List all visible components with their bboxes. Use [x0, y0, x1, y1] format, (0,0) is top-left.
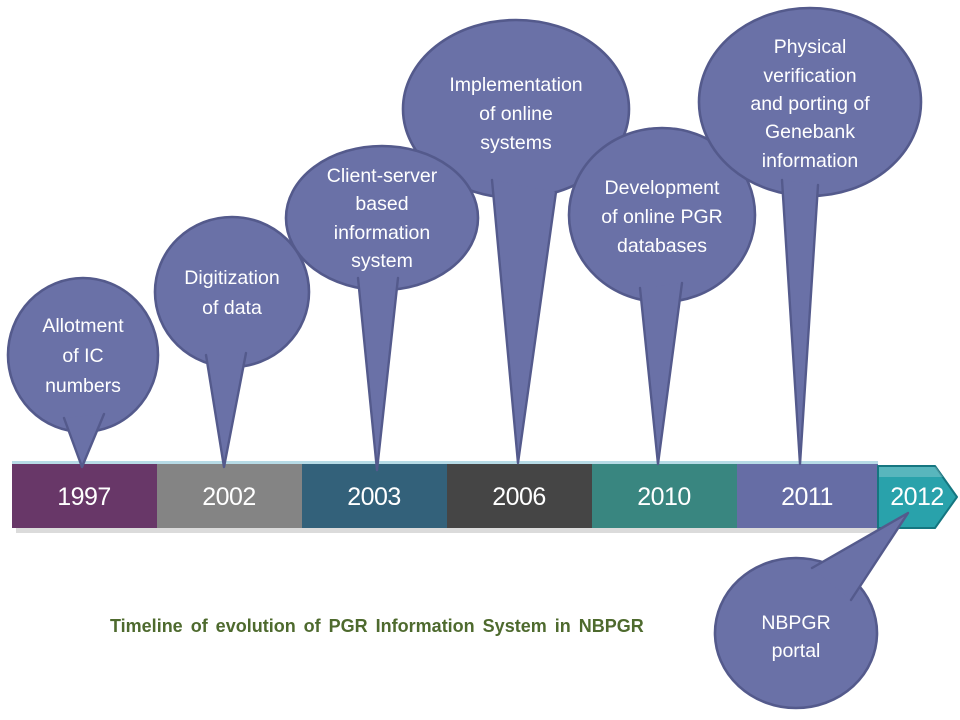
year-label-2006: 2006	[492, 483, 546, 511]
bar-shadow	[16, 528, 880, 533]
callout-tail	[638, 281, 684, 466]
timeline-bar: 1997 2002 2003 2006 2010 2011 2012	[12, 461, 958, 533]
timeline-segment-2006	[447, 464, 592, 528]
year-label-1997: 1997	[57, 483, 111, 511]
callout-tail	[356, 276, 400, 472]
callout-text-line: Implementation	[449, 74, 582, 96]
callout-text-line: and porting of	[750, 93, 870, 115]
callout-text-line: portal	[772, 640, 821, 662]
callout-allotment-of-ic-numbers: Allotment of IC numbers	[6, 276, 160, 469]
callout-text-line: system	[351, 250, 413, 272]
timeline-segment-1997	[12, 464, 157, 528]
timeline-segment-2010	[592, 464, 737, 528]
callout-bubble	[153, 215, 311, 369]
bar-top-strip	[12, 461, 878, 465]
callout-text-line: NBPGR	[761, 612, 830, 634]
callout-text-line: Digitization	[184, 267, 279, 289]
callout-text-line: Genebank	[765, 121, 855, 143]
callout-text-line: of data	[202, 297, 262, 319]
caption: Timeline of evolution of PGR Information…	[110, 616, 644, 636]
callout-text-line: Client-server	[327, 165, 438, 187]
callout-text-line: systems	[480, 132, 552, 154]
year-label-2002: 2002	[202, 483, 256, 511]
timeline-segment-2012-arrow	[877, 465, 958, 529]
callout-text-line: verification	[763, 65, 856, 87]
year-label-2012: 2012	[890, 483, 944, 511]
timeline-segment-2002	[157, 464, 302, 528]
callout-development-of-online-pgr-databases: Development of online PGR databases	[567, 126, 757, 466]
callout-implementation-of-online-systems: Implementation of online systems	[401, 18, 631, 465]
callout-text-line: Development	[605, 177, 720, 199]
callout-text-line: information	[762, 150, 858, 172]
callout-tail	[490, 178, 558, 465]
callout-digitization-of-data: Digitization of data	[153, 215, 311, 469]
callout-text-line: based	[355, 193, 408, 215]
callout-text-line: databases	[617, 235, 707, 257]
year-label-2011: 2011	[781, 483, 833, 511]
callout-text-line: of IC	[62, 345, 103, 367]
callout-tail	[204, 351, 248, 469]
callout-text-line: Allotment	[42, 315, 124, 337]
callout-text-line: numbers	[45, 375, 121, 397]
callout-text-line: of online	[479, 103, 553, 125]
callout-tail	[780, 178, 820, 466]
callout-bubble	[713, 556, 879, 710]
callout-tail	[62, 412, 106, 469]
callout-client-server-based-information-system: Client-server based information system	[284, 144, 480, 472]
year-label-2003: 2003	[347, 483, 401, 511]
callout-text-line: Physical	[774, 36, 847, 58]
callout-tail	[810, 511, 910, 602]
arrow-top-highlight	[879, 467, 943, 477]
year-label-2010: 2010	[637, 483, 691, 511]
callout-nbpgr-portal: NBPGR portal	[713, 511, 910, 710]
timeline-segment-2011	[737, 464, 878, 528]
callout-physical-verification-genebank: Physical verification and porting of Gen…	[697, 6, 923, 466]
timeline-segment-2003	[302, 464, 447, 528]
callout-text-line: information	[334, 222, 430, 244]
callout-text-line: of online PGR	[601, 206, 722, 228]
